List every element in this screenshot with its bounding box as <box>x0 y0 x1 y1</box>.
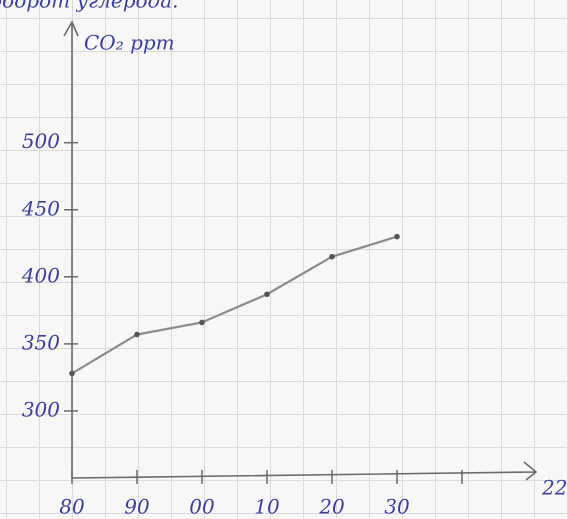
x-tick-label: 90 <box>124 495 150 519</box>
x-tick-label: 10 <box>254 495 280 519</box>
y-tick-label: 350 <box>22 330 60 354</box>
x-tick-label: 80 <box>59 495 85 519</box>
data-line <box>71 235 398 375</box>
y-tick-label: 300 <box>22 397 60 421</box>
data-point <box>329 253 335 260</box>
y-tick-label: 400 <box>21 263 60 287</box>
x-tick-label: 00 <box>189 495 215 519</box>
data-point <box>69 370 75 377</box>
x-axis-label: 22 <box>541 476 567 500</box>
x-axis <box>71 461 538 481</box>
x-tick-label: 20 <box>318 495 345 519</box>
x-tick-label: 30 <box>384 495 410 519</box>
y-axis-label: CO₂ ppm <box>84 31 175 55</box>
chart-title: оборот углерода. <box>0 0 179 13</box>
data-point <box>134 331 140 338</box>
data-point <box>199 319 205 326</box>
y-tick-label: 450 <box>21 196 60 220</box>
y-tick-label: 500 <box>22 129 60 153</box>
data-point <box>264 291 270 298</box>
y-axis <box>63 20 79 478</box>
data-point <box>394 233 400 240</box>
